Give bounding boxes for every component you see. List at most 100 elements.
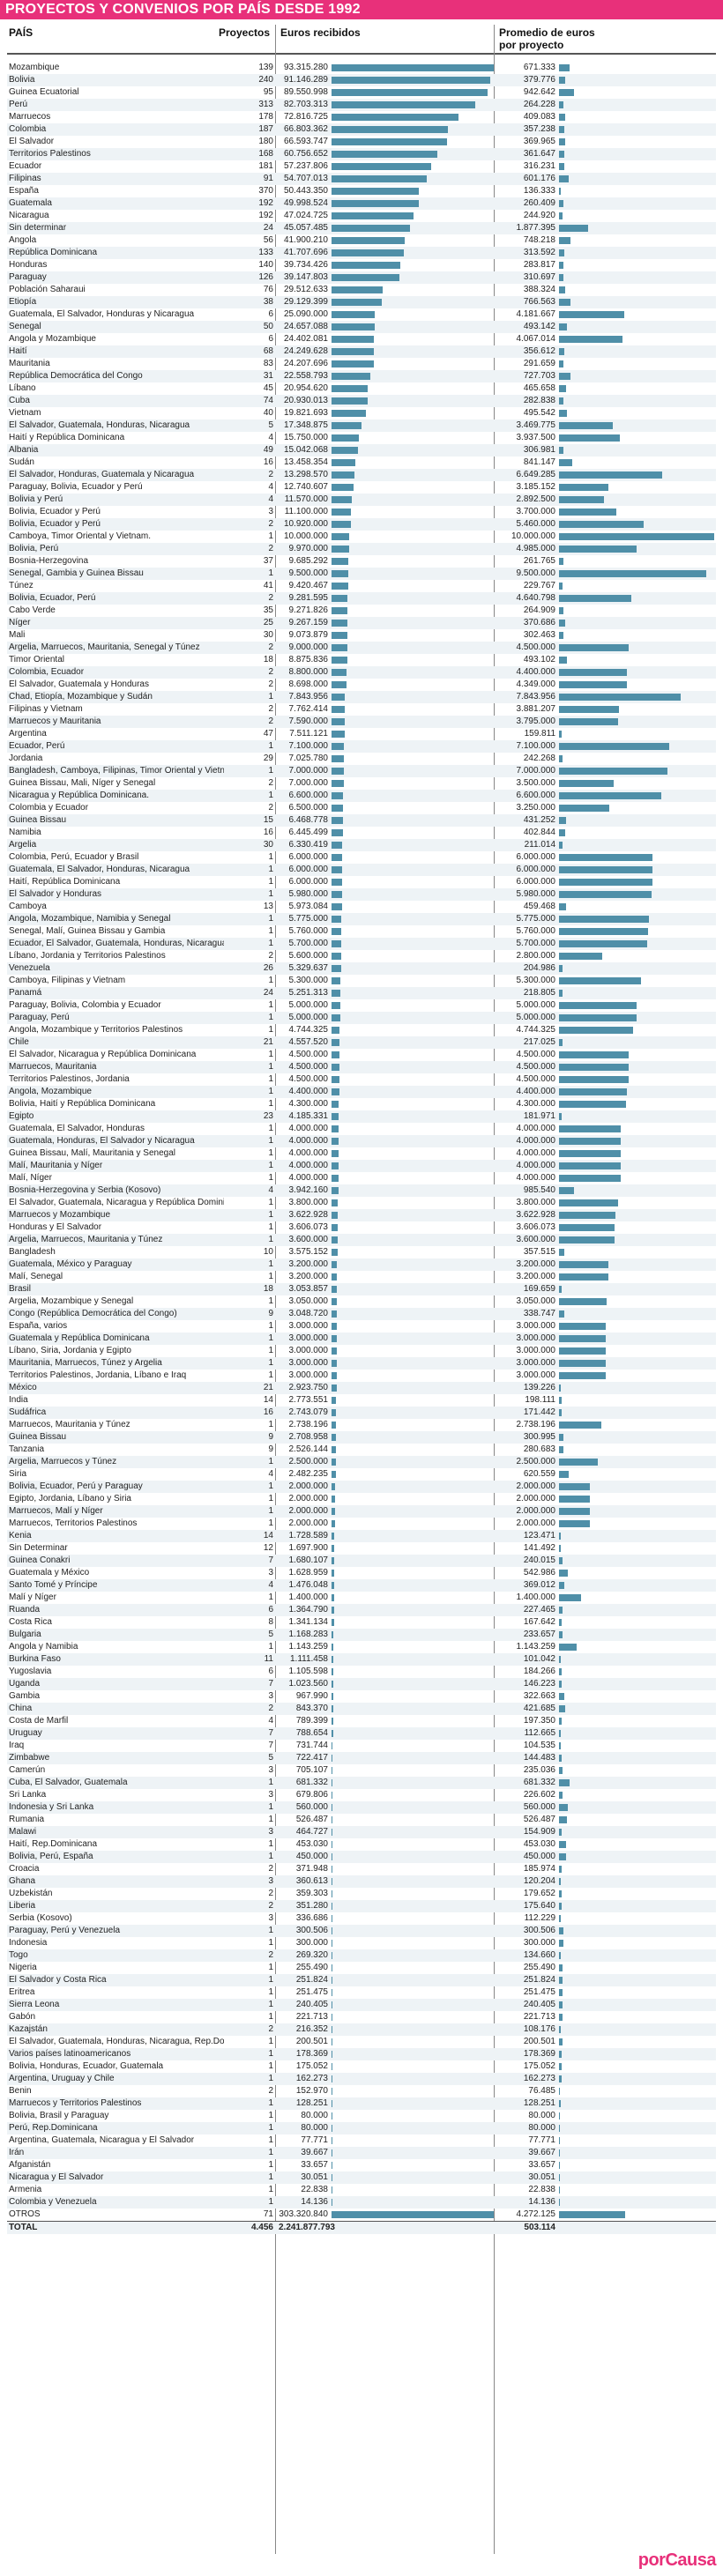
average-cell: 235.036 — [523, 1765, 555, 1775]
projects-cell: 1 — [268, 2148, 273, 2157]
projects-cell: 1 — [268, 877, 273, 887]
country-cell: Siria — [9, 1469, 27, 1479]
table-row: Senegal, Gambia y Guinea Bissau 1 9.500.00… — [7, 568, 716, 580]
euros-bar — [332, 842, 343, 849]
euros-cell: 5.700.000 — [288, 939, 329, 948]
average-cell: 601.176 — [523, 174, 555, 183]
country-cell: Colombia, Perú, Ecuador y Brasil — [9, 852, 139, 862]
euros-bar — [332, 546, 349, 553]
table-row: Paraguay, Bolivia, Ecuador y Perú 4 12.740… — [7, 481, 716, 494]
average-bar — [559, 521, 645, 528]
average-bar — [559, 2137, 561, 2144]
euros-cell: 1.364.790 — [288, 1605, 329, 1615]
country-cell: El Salvador y Costa Rica — [9, 1975, 107, 1985]
euros-cell: 5.775.000 — [288, 914, 329, 924]
average-bar — [559, 1594, 581, 1601]
projects-cell: 192 — [258, 198, 273, 208]
average-bar — [559, 311, 624, 318]
average-cell: 300.995 — [523, 1432, 555, 1442]
euros-bar — [332, 212, 414, 219]
table-row: República Democrática del Congo 31 22.558.… — [7, 370, 716, 382]
euros-cell: 82.703.313 — [283, 100, 328, 109]
euros-cell: 300.000 — [295, 1938, 328, 1948]
euros-bar — [332, 903, 342, 910]
table-row: Angola, Mozambique, Namibia y Senegal 1 5.… — [7, 913, 716, 925]
projects-cell: 1 — [268, 1494, 273, 1503]
euros-cell: 453.030 — [295, 1839, 328, 1849]
table-row: Bolivia, Ecuador y Perú 2 10.920.000 5.460.… — [7, 518, 716, 531]
average-bar — [559, 1742, 561, 1749]
projects-cell: 1 — [268, 1839, 273, 1849]
country-cell: Etiopía — [9, 297, 37, 307]
average-bar — [559, 1459, 598, 1466]
table-row: Haití y República Dominicana 4 15.750.000 3… — [7, 432, 716, 444]
average-bar — [559, 1718, 563, 1725]
euros-cell: 269.320 — [295, 1950, 328, 1960]
euros-bar — [332, 1718, 333, 1725]
average-bar — [559, 1125, 622, 1132]
table-row: Bolivia, Perú 2 9.970.000 4.985.000 — [7, 543, 716, 555]
average-cell: 3.200.000 — [516, 1272, 556, 1281]
table-row: Kenia 14 1.728.589 123.471 — [7, 1530, 716, 1542]
euros-cell: 9.271.826 — [288, 605, 329, 615]
euros-cell: 526.487 — [295, 1815, 328, 1824]
projects-cell: 68 — [263, 346, 273, 356]
table-row: Sin determinar 24 45.057.485 1.877.395 — [7, 222, 716, 234]
euros-cell: 6.330.419 — [288, 840, 329, 850]
average-cell: 5.775.000 — [516, 914, 556, 924]
projects-cell: 1 — [268, 2123, 273, 2133]
euros-bar — [332, 570, 348, 577]
euros-cell: 3.575.152 — [288, 1247, 329, 1257]
average-cell: 3.937.500 — [516, 433, 556, 442]
average-bar — [559, 1915, 561, 1922]
projects-cell: 5 — [268, 1753, 273, 1763]
country-cell: Marruecos, Mauritania y Túnez — [9, 1420, 130, 1429]
country-cell: China — [9, 1704, 33, 1713]
average-cell: 10.000.000 — [511, 531, 555, 541]
table-row: Guatemala, Honduras, El Salvador y Nicar… — [7, 1135, 716, 1147]
projects-cell: 7 — [268, 1555, 273, 1565]
average-bar — [559, 77, 565, 84]
average-cell: 2.892.500 — [516, 494, 556, 504]
euros-cell: 24.249.628 — [283, 346, 328, 356]
projects-cell: 181 — [258, 161, 273, 171]
average-cell: 4.000.000 — [516, 1124, 556, 1133]
projects-cell: 1 — [268, 791, 273, 800]
euros-cell: 89.550.998 — [283, 87, 328, 97]
euros-cell: 4.000.000 — [288, 1124, 329, 1133]
country-cell: Argentina, Guatemala, Nicaragua y El Sal… — [9, 2135, 195, 2145]
euros-bar — [332, 1533, 335, 1540]
euros-bar — [332, 1236, 339, 1243]
average-cell: 4.400.000 — [516, 667, 556, 677]
euros-cell: 216.352 — [295, 2024, 328, 2034]
table-row: Gabón 1 221.713 221.713 — [7, 2011, 716, 2023]
average-cell: 136.333 — [523, 186, 555, 196]
euros-cell: 6.000.000 — [288, 865, 329, 874]
average-cell: 3.469.775 — [516, 420, 556, 430]
projects-cell: 192 — [258, 211, 273, 220]
euros-cell: 560.000 — [295, 1802, 328, 1812]
average-bar — [559, 2100, 562, 2107]
country-cell: Territorios Palestinos, Jordania, Líbano… — [9, 1370, 187, 1380]
projects-cell: 126 — [258, 272, 273, 282]
table-row: Bolivia, Ecuador, Perú y Paraguay 1 2.000.… — [7, 1481, 716, 1493]
country-cell: Guatemala — [9, 198, 52, 208]
average-bar — [559, 1693, 564, 1700]
average-bar — [559, 1446, 563, 1453]
table-row: Bosnia-Herzegovina 37 9.685.292 261.765 — [7, 555, 716, 568]
table-row: Guatemala y México 3 1.628.959 542.986 — [7, 1567, 716, 1579]
projects-cell: 74 — [263, 396, 273, 405]
euros-cell: 3.200.000 — [288, 1259, 329, 1269]
average-cell: 6.000.000 — [516, 865, 556, 874]
average-bar — [559, 1644, 578, 1651]
average-bar — [559, 163, 564, 170]
table-row: Egipto 23 4.185.331 181.971 — [7, 1110, 716, 1123]
average-cell: 5.760.000 — [516, 926, 556, 936]
country-cell: Chile — [9, 1037, 29, 1047]
projects-cell: 1 — [268, 531, 273, 541]
average-cell: 3.000.000 — [516, 1333, 556, 1343]
projects-cell: 14 — [263, 1395, 273, 1405]
table-row: Bulgaria 5 1.168.283 233.657 — [7, 1629, 716, 1641]
average-cell: 3.000.000 — [516, 1358, 556, 1368]
average-cell: 240.405 — [523, 2000, 555, 2009]
